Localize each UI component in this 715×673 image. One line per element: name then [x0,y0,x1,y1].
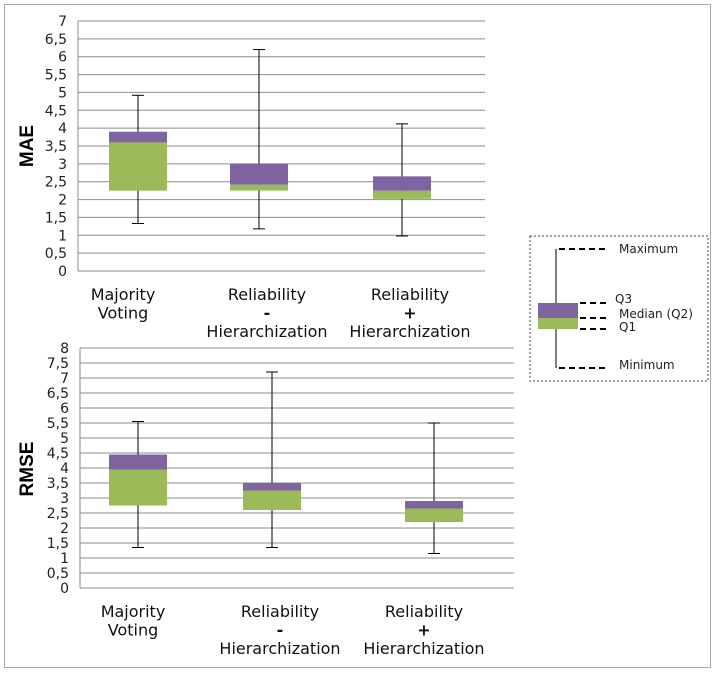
mae-boxplot: 0 0,5 1 1,52 2,5 3 3,5 4 4,5 55,5 6 6,5 7 MAE Majority… [17,14,485,341]
category-label: Reliability [385,602,463,621]
category-label: Hierarchization [349,322,470,341]
box-lower-q1-median [405,508,463,522]
y-axis-label: MAE [17,125,38,167]
y-tick-label: 3,5 [47,476,69,492]
category-label: + [417,621,430,640]
y-tick-label: 0,5 [47,566,69,582]
y-tick-label: 3,5 [45,139,67,155]
box-lower-q1-median [109,142,167,191]
legend: Maximum Q3 Median (Q2) Q1 Minimum [529,235,709,382]
category-label: Reliability [228,285,306,304]
y-tick-label: 0,5 [45,246,67,262]
box-lower-q1-median [243,490,301,510]
category-label: Reliability [241,602,319,621]
y-tick-label: 1,5 [47,536,69,552]
y-tick-label: 4,5 [45,103,67,119]
y-tick-label: 6 [58,50,67,66]
y-tick-label: 5 [58,85,67,101]
category-label: Hierarchization [363,639,484,658]
y-tick-label: 1 [58,228,67,244]
y-tick-label: 5 [60,431,69,447]
box-upper-median-q3 [230,163,288,185]
y-tick-label: 3 [58,157,67,173]
y-axis-label: RMSE [17,442,38,497]
legend-border [529,235,709,382]
category-label: Hierarchization [206,322,327,341]
box-upper-median-q3 [109,131,167,143]
category-label: Reliability [371,285,449,304]
y-tick-label: 0 [58,264,67,280]
category-label: Voting [98,304,149,323]
category-label: Majority [101,602,166,621]
y-tick-label: 6 [60,401,69,417]
legend-median-label: Median (Q2) [619,307,693,321]
box-upper-median-q3 [109,454,167,470]
y-tick-label: 5,5 [45,68,67,84]
y-tick-label: 8 [60,341,69,357]
box-lower-q1-median [109,469,167,506]
y-tick-label: 7 [58,14,67,30]
figure-frame [4,4,711,668]
box-upper-median-q3 [405,501,463,509]
y-tick-label: 1 [60,551,69,567]
legend-upper-box [538,303,578,318]
category-label: - [277,621,284,640]
y-tick-label: 4 [58,121,67,137]
y-tick-label: 2 [58,193,67,209]
box-lower-q1-median [230,184,288,191]
y-tick-label: 2 [60,521,69,537]
y-tick-label: 6,5 [47,386,69,402]
box-upper-median-q3 [373,176,431,191]
category-label: - [264,304,271,323]
legend-q1-label: Q1 [619,320,636,334]
category-label: Hierarchization [219,639,340,658]
legend-maximum-label: Maximum [619,242,678,256]
y-tick-label: 6,5 [45,32,67,48]
legend-q3-label: Q3 [615,292,632,306]
category-label: + [403,304,416,323]
box-lower-q1-median [373,190,431,199]
y-tick-label: 7 [60,371,69,387]
y-tick-label: 5,5 [47,416,69,432]
category-label: Majority [91,285,156,304]
y-tick-label: 1,5 [45,210,67,226]
rmse-boxplot: 00,511,522,533,544,555,566,577,58 RMSE Maj… [17,341,514,658]
y-tick-label: 4,5 [47,446,69,462]
category-label: Voting [108,621,159,640]
y-tick-label: 7,5 [47,356,69,372]
y-tick-label: 2,5 [47,506,69,522]
y-tick-label: 3 [60,491,69,507]
legend-minimum-label: Minimum [619,358,675,372]
y-tick-label: 2,5 [45,175,67,191]
box-upper-median-q3 [243,483,301,491]
legend-lower-box [538,318,578,329]
y-tick-label: 4 [60,461,69,477]
y-tick-label: 0 [60,581,69,597]
